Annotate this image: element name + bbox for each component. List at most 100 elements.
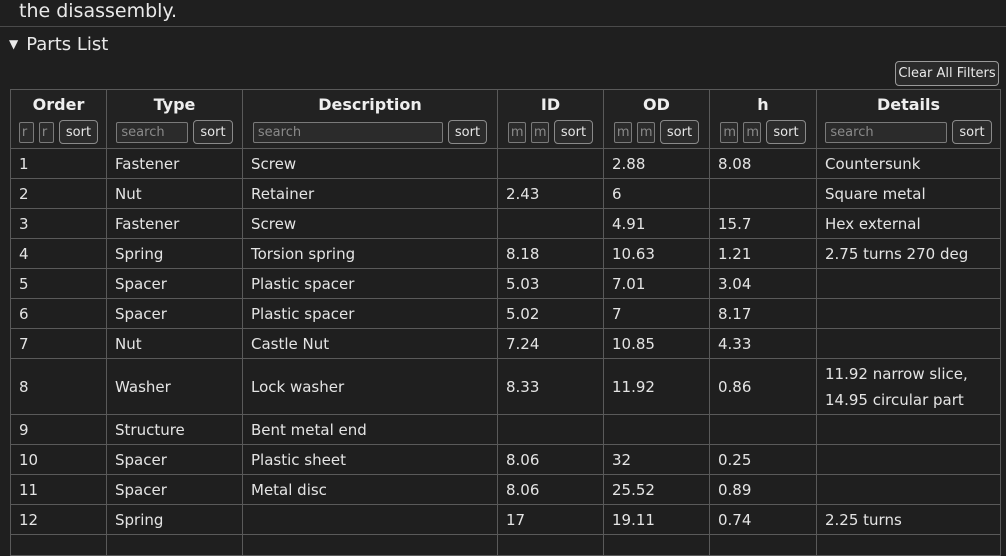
id-max-filter[interactable] bbox=[530, 121, 549, 143]
cell-details: Countersunk bbox=[816, 148, 1001, 179]
cell-type: Spacer bbox=[106, 444, 243, 475]
cell-id: 5.02 bbox=[497, 298, 604, 329]
cell-type: Fastener bbox=[106, 148, 243, 179]
cell-order: 1 bbox=[10, 148, 107, 179]
cell-description: Metal disc bbox=[242, 474, 498, 505]
cell-details: Square metal bbox=[816, 178, 1001, 209]
column-label: Order bbox=[32, 95, 85, 114]
od-max-filter[interactable] bbox=[636, 121, 655, 143]
cell-details: Hex external bbox=[816, 208, 1001, 239]
cell-details: 11.92 narrow slice, 14.95 circular part bbox=[816, 358, 1001, 415]
cell-description: Retainer bbox=[242, 178, 498, 209]
cell-order: 6 bbox=[10, 298, 107, 329]
column-header-description: Description sort bbox=[242, 89, 498, 149]
column-label: ID bbox=[540, 95, 561, 114]
cell-description: Screw bbox=[242, 148, 498, 179]
cell-order: 3 bbox=[10, 208, 107, 239]
cell-od: 4.91 bbox=[603, 208, 710, 239]
sort-h-button[interactable]: sort bbox=[766, 120, 806, 144]
cell-od: 32 bbox=[603, 444, 710, 475]
sort-od-button[interactable]: sort bbox=[659, 120, 700, 144]
cell-order: 11 bbox=[10, 474, 107, 505]
cell-h: 0.89 bbox=[709, 474, 817, 505]
collapse-triangle-icon: ▼ bbox=[9, 37, 19, 51]
header-row: Order sort Type sort Description sort bbox=[10, 89, 1001, 149]
cell-h: 3.04 bbox=[709, 268, 817, 299]
sort-type-button[interactable]: sort bbox=[193, 120, 233, 144]
cell-h: 1.21 bbox=[709, 238, 817, 269]
cell-type: Fastener bbox=[106, 208, 243, 239]
column-label: Type bbox=[153, 95, 196, 114]
cell-od: 10.63 bbox=[603, 238, 710, 269]
column-label: Details bbox=[876, 95, 941, 114]
cell-id: 2.43 bbox=[497, 178, 604, 209]
cell-order: 10 bbox=[10, 444, 107, 475]
cell-od bbox=[603, 414, 710, 445]
cell-order: 4 bbox=[10, 238, 107, 269]
table-row: 12 Spring 17 19.11 0.74 2.25 turns bbox=[10, 504, 1001, 535]
cell-h bbox=[709, 414, 817, 445]
cell-id: 8.18 bbox=[497, 238, 604, 269]
cell-order: 2 bbox=[10, 178, 107, 209]
cell-description: Plastic spacer bbox=[242, 268, 498, 299]
column-header-details: Details sort bbox=[816, 89, 1001, 149]
parts-table: Order sort Type sort Description sort bbox=[10, 89, 1001, 556]
cell-od: 11.92 bbox=[603, 358, 710, 415]
intro-text-fragment: the disassembly. bbox=[19, 0, 178, 22]
table-row: 9 Structure Bent metal end bbox=[10, 414, 1001, 445]
table-row: 8 Washer Lock washer 8.33 11.92 0.86 11.92 nar… bbox=[10, 358, 1001, 415]
cell-h: 0.25 bbox=[709, 444, 817, 475]
cell-id bbox=[497, 208, 604, 239]
description-search-input[interactable] bbox=[252, 121, 443, 143]
cell-type: Spacer bbox=[106, 474, 243, 505]
cell-od: 25.52 bbox=[603, 474, 710, 505]
cell-order: 9 bbox=[10, 414, 107, 445]
cell-description: Bent metal end bbox=[242, 414, 498, 445]
cell-type: Spring bbox=[106, 238, 243, 269]
column-header-h: h sort bbox=[709, 89, 817, 149]
column-label: OD bbox=[643, 95, 670, 114]
cell-type: Nut bbox=[106, 178, 243, 209]
table-row: 5 Spacer Plastic spacer 5.03 7.01 3.04 bbox=[10, 268, 1001, 299]
cell-h bbox=[709, 178, 817, 209]
cell-description: Plastic sheet bbox=[242, 444, 498, 475]
cell-details bbox=[816, 474, 1001, 505]
cell-details bbox=[816, 298, 1001, 329]
order-min-filter[interactable] bbox=[18, 121, 34, 143]
table-row: 11 Spacer Metal disc 8.06 25.52 0.89 bbox=[10, 474, 1001, 505]
h-min-filter[interactable] bbox=[720, 121, 739, 143]
sort-id-button[interactable]: sort bbox=[553, 120, 594, 144]
cell-od: 2.88 bbox=[603, 148, 710, 179]
cell-h: 0.86 bbox=[709, 358, 817, 415]
cell-type: Spring bbox=[106, 504, 243, 535]
column-header-id: ID sort bbox=[497, 89, 604, 149]
column-header-order: Order sort bbox=[10, 89, 107, 149]
table-row-partial bbox=[10, 534, 1001, 556]
sort-description-button[interactable]: sort bbox=[447, 120, 488, 144]
cell-od: 7.01 bbox=[603, 268, 710, 299]
id-min-filter[interactable] bbox=[507, 121, 526, 143]
h-max-filter[interactable] bbox=[743, 121, 762, 143]
sort-details-button[interactable]: sort bbox=[952, 120, 992, 144]
parts-list-section-toggle[interactable]: ▼ Parts List bbox=[9, 31, 108, 57]
column-label: h bbox=[757, 95, 769, 114]
cell-id: 17 bbox=[497, 504, 604, 535]
cell-details bbox=[816, 414, 1001, 445]
order-max-filter[interactable] bbox=[38, 121, 54, 143]
clear-all-filters-button[interactable]: Clear All Filters bbox=[895, 61, 999, 86]
table-row: 6 Spacer Plastic spacer 5.02 7 8.17 bbox=[10, 298, 1001, 329]
cell-type: Washer bbox=[106, 358, 243, 415]
cell-description: Screw bbox=[242, 208, 498, 239]
cell-details bbox=[816, 328, 1001, 359]
cell-description bbox=[242, 504, 498, 535]
cell-type: Structure bbox=[106, 414, 243, 445]
cell-id bbox=[497, 148, 604, 179]
sort-order-button[interactable]: sort bbox=[58, 120, 99, 144]
cell-od: 6 bbox=[603, 178, 710, 209]
cell-order: 12 bbox=[10, 504, 107, 535]
details-search-input[interactable] bbox=[825, 121, 948, 143]
cell-type: Spacer bbox=[106, 268, 243, 299]
od-min-filter[interactable] bbox=[613, 121, 632, 143]
cell-od: 10.85 bbox=[603, 328, 710, 359]
type-search-input[interactable] bbox=[116, 121, 189, 143]
